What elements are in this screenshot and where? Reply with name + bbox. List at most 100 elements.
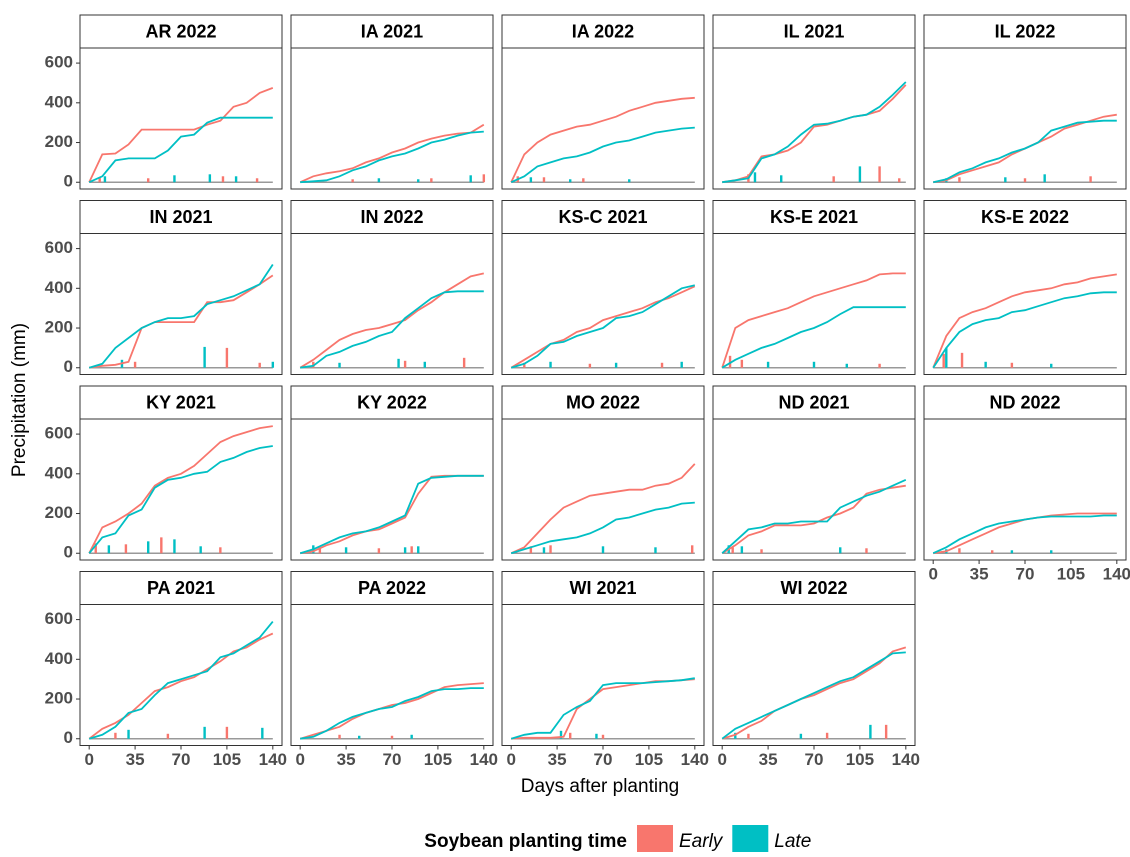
panel-title: IL 2021 (784, 21, 845, 41)
daily-bar (601, 734, 605, 739)
cumulative-line (722, 81, 907, 184)
daily-bar (690, 545, 694, 554)
daily-bar (127, 729, 130, 739)
x-tick-label: 0 (295, 750, 304, 769)
daily-bar (410, 734, 413, 739)
cumulative-line (510, 284, 696, 369)
cumulative-line (721, 646, 907, 740)
panel (501, 233, 705, 375)
daily-bar (747, 733, 750, 739)
daily-bar (221, 176, 225, 183)
y-tick-label: 600 (45, 609, 73, 628)
panel-title: PA 2022 (358, 578, 426, 598)
daily-bar (377, 178, 381, 183)
panel (501, 418, 705, 561)
panel-title: AR 2022 (145, 21, 216, 41)
panel (290, 418, 494, 561)
daily-bar (103, 176, 107, 183)
daily-bar (529, 177, 533, 183)
cumulative-line (88, 264, 274, 369)
panel-title: WI 2021 (569, 578, 636, 598)
legend-swatch (732, 825, 769, 853)
y-tick-label: 200 (45, 503, 73, 522)
cumulative-line (932, 291, 1117, 369)
daily-bar (203, 346, 206, 368)
x-tick-label: 140 (681, 750, 709, 769)
strip (290, 571, 494, 605)
daily-bar (731, 547, 734, 554)
x-tick-label: 0 (717, 750, 726, 769)
daily-bar (219, 547, 222, 554)
panel-title: KY 2021 (146, 392, 216, 412)
daily-bar (680, 361, 683, 368)
cumulative-line (722, 84, 907, 184)
strip (79, 571, 283, 605)
cumulative-line (721, 478, 907, 554)
strip (712, 571, 916, 605)
strip (923, 385, 1127, 420)
daily-bar (410, 546, 413, 554)
strip (501, 385, 705, 420)
daily-bar (595, 733, 598, 739)
daily-bar (1043, 174, 1046, 183)
panel (712, 233, 916, 375)
x-tick-label: 35 (548, 750, 567, 769)
daily-bar (865, 548, 868, 554)
daily-bar (98, 177, 101, 183)
daily-bar (1023, 178, 1027, 183)
daily-bar (614, 362, 618, 368)
daily-bar (338, 734, 341, 739)
daily-bar (799, 733, 803, 739)
daily-bar (740, 546, 744, 554)
panel-title: IL 2022 (995, 21, 1056, 41)
cumulative-line (299, 272, 485, 369)
daily-bar (984, 361, 987, 368)
panel-title: ND 2022 (989, 392, 1060, 412)
y-tick-label: 0 (64, 357, 73, 376)
daily-bar (430, 178, 433, 183)
legend-title: Soybean planting time (424, 831, 627, 852)
daily-bar (628, 179, 631, 183)
x-tick-label: 70 (594, 750, 613, 769)
daily-bar (344, 547, 348, 554)
daily-bar (403, 547, 407, 554)
daily-bar (1010, 362, 1014, 368)
daily-bar (107, 545, 111, 554)
daily-bar (569, 179, 572, 183)
daily-bar (734, 732, 737, 739)
panel-title: KS-E 2022 (981, 207, 1069, 227)
cumulative-line (300, 687, 484, 740)
daily-bar (839, 547, 842, 554)
daily-bar (261, 727, 264, 739)
panel (290, 47, 494, 190)
panel (923, 233, 1127, 375)
panel-title: IA 2022 (572, 21, 634, 41)
daily-bar (255, 178, 259, 183)
panel-title: KS-E 2021 (770, 207, 858, 227)
daily-bar (318, 547, 322, 554)
y-tick-label: 600 (45, 238, 73, 257)
panel (501, 604, 705, 746)
daily-bar (942, 353, 945, 368)
x-tick-label: 140 (1103, 564, 1130, 583)
x-tick-label: 0 (928, 564, 937, 583)
daily-bar (423, 361, 426, 368)
daily-bar (958, 177, 961, 183)
cumulative-line (88, 425, 273, 554)
panel (923, 418, 1127, 561)
y-tick-label: 0 (64, 728, 73, 747)
daily-bar (898, 178, 901, 183)
daily-bar (523, 362, 526, 368)
x-tick-label: 140 (470, 750, 498, 769)
strip (923, 14, 1127, 49)
daily-bar (845, 363, 848, 368)
daily-bar (403, 360, 407, 368)
daily-bar (338, 362, 341, 368)
cumulative-line (88, 445, 273, 554)
daily-bar (160, 537, 163, 554)
legend-swatch (637, 825, 673, 853)
daily-bar (991, 550, 994, 554)
x-axis-label: Days after planting (521, 776, 679, 797)
cumulative-line (721, 484, 906, 554)
daily-bar (1004, 177, 1007, 183)
